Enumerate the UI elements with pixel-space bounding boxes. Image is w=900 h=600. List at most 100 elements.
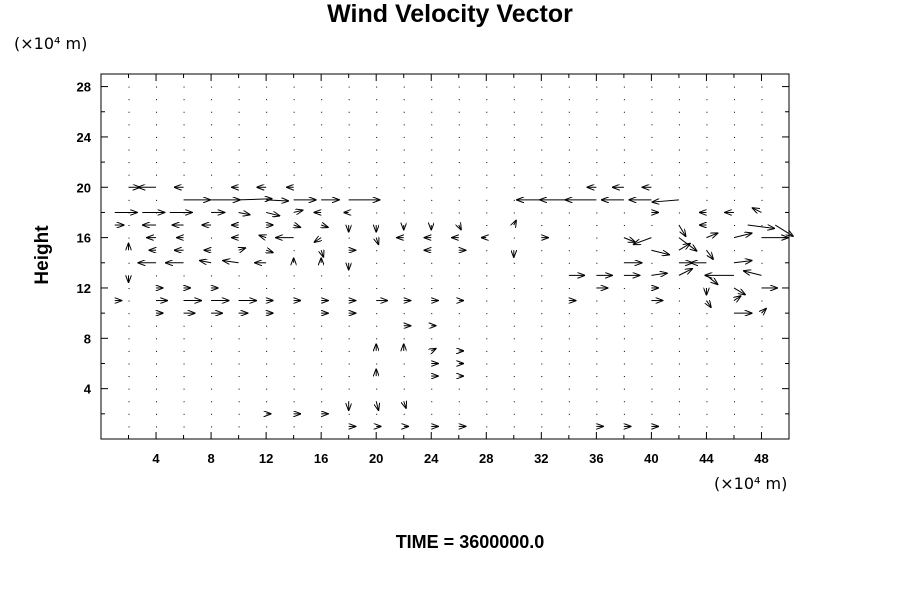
- grid-point: [596, 300, 598, 302]
- grid-point: [183, 275, 185, 277]
- grid-point: [761, 376, 763, 378]
- grid-point: [761, 111, 763, 113]
- grid-point: [211, 149, 213, 151]
- grid-point: [348, 338, 350, 340]
- grid-point: [678, 212, 680, 214]
- grid-point: [623, 99, 625, 101]
- grid-point: [128, 86, 130, 88]
- grid-point: [266, 388, 268, 390]
- grid-point: [128, 149, 130, 151]
- grid-point: [678, 149, 680, 151]
- wind-vector: [733, 261, 752, 263]
- grid-point: [651, 350, 653, 352]
- grid-point: [761, 174, 763, 176]
- grid-point: [183, 136, 185, 138]
- grid-point: [348, 174, 350, 176]
- grid-point: [486, 363, 488, 365]
- grid-point: [513, 338, 515, 340]
- grid-point: [156, 426, 158, 428]
- grid-point: [513, 162, 515, 164]
- grid-point: [623, 325, 625, 327]
- grid-point: [321, 287, 323, 289]
- wind-vector: [744, 271, 762, 276]
- grid-point: [706, 174, 708, 176]
- grid-point: [128, 413, 130, 415]
- grid-point: [376, 174, 378, 176]
- grid-point: [128, 401, 130, 403]
- grid-point: [321, 350, 323, 352]
- wind-vector: [706, 249, 713, 259]
- wind-vector: [747, 225, 774, 228]
- wind-vector: [761, 309, 765, 313]
- wind-vector: [634, 237, 652, 245]
- grid-point: [348, 187, 350, 189]
- grid-point: [403, 313, 405, 315]
- grid-point: [348, 111, 350, 113]
- grid-point: [706, 199, 708, 201]
- grid-point: [211, 325, 213, 327]
- grid-point: [458, 401, 460, 403]
- grid-point: [513, 136, 515, 138]
- grid-point: [266, 426, 268, 428]
- grid-point: [376, 162, 378, 164]
- grid-point: [596, 99, 598, 101]
- grid-point: [568, 136, 570, 138]
- grid-point: [238, 275, 240, 277]
- grid-point: [403, 338, 405, 340]
- grid-point: [183, 426, 185, 428]
- x-tick-label: 36: [589, 451, 603, 466]
- grid-point: [321, 187, 323, 189]
- grid-point: [761, 187, 763, 189]
- grid-point: [321, 363, 323, 365]
- grid-point: [596, 149, 598, 151]
- grid-point: [733, 225, 735, 227]
- grid-point: [706, 149, 708, 151]
- grid-point: [156, 401, 158, 403]
- grid-point: [376, 388, 378, 390]
- grid-point: [376, 136, 378, 138]
- grid-point: [348, 86, 350, 88]
- grid-point: [733, 162, 735, 164]
- grid-point: [156, 325, 158, 327]
- grid-point: [238, 426, 240, 428]
- grid-point: [183, 350, 185, 352]
- grid-point: [156, 413, 158, 415]
- grid-point: [541, 287, 543, 289]
- grid-point: [238, 388, 240, 390]
- wind-vector: [651, 249, 669, 254]
- grid-point: [541, 225, 543, 227]
- grid-point: [541, 313, 543, 315]
- grid-point: [623, 376, 625, 378]
- grid-point: [403, 149, 405, 151]
- grid-point: [623, 401, 625, 403]
- grid-point: [568, 388, 570, 390]
- grid-point: [568, 262, 570, 264]
- grid-point: [541, 300, 543, 302]
- grid-point: [596, 237, 598, 239]
- grid-point: [321, 388, 323, 390]
- grid-point: [623, 363, 625, 365]
- wind-vector: [678, 244, 690, 251]
- grid-point: [651, 124, 653, 126]
- grid-point: [761, 426, 763, 428]
- grid-point: [348, 136, 350, 138]
- grid-point: [596, 376, 598, 378]
- grid-point: [596, 86, 598, 88]
- grid-point: [761, 99, 763, 101]
- grid-point: [733, 99, 735, 101]
- grid-point: [431, 86, 433, 88]
- grid-point: [458, 212, 460, 214]
- grid-point: [183, 162, 185, 164]
- grid-point: [513, 237, 515, 239]
- grid-point: [541, 325, 543, 327]
- grid-point: [458, 325, 460, 327]
- grid-point: [266, 325, 268, 327]
- grid-point: [321, 174, 323, 176]
- grid-point: [238, 124, 240, 126]
- wind-vector: [733, 233, 752, 239]
- grid-point: [128, 338, 130, 340]
- grid-point: [458, 287, 460, 289]
- grid-point: [651, 388, 653, 390]
- grid-point: [486, 325, 488, 327]
- grid-point: [513, 262, 515, 264]
